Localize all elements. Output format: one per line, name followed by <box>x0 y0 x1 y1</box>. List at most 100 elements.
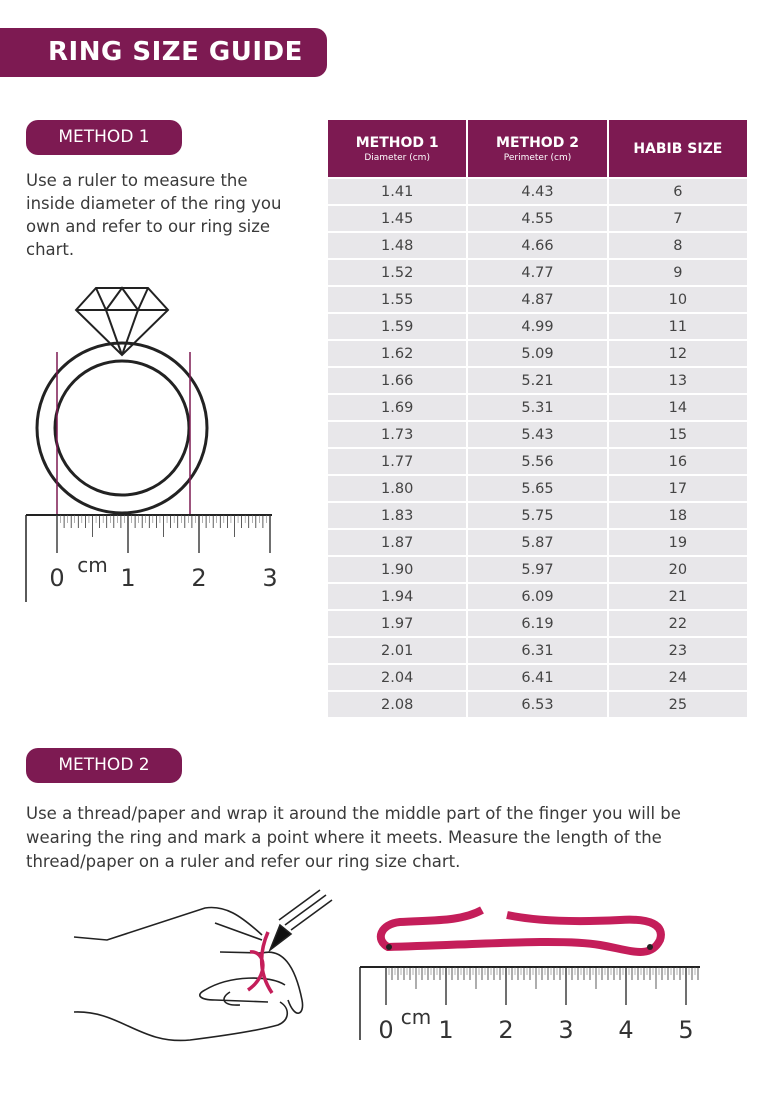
ruler-unit: cm <box>77 553 107 577</box>
size-cell: 10 <box>608 287 747 312</box>
thread-on-finger <box>246 931 274 994</box>
table-row: 1.66 5.21 13 <box>328 368 747 393</box>
table-row: 1.83 5.75 18 <box>328 503 747 528</box>
perimeter-cell: 5.65 <box>468 476 607 501</box>
ruler-label: 0 <box>49 564 64 592</box>
diamond-ring-illustration <box>35 286 209 515</box>
hand-with-thread-illustration <box>73 889 333 1042</box>
ruler-unit: cm <box>401 1005 431 1029</box>
size-cell: 17 <box>608 476 747 501</box>
diameter-cell: 1.97 <box>328 611 467 636</box>
perimeter-cell: 4.77 <box>468 260 607 285</box>
ruler-label: 4 <box>618 1016 633 1044</box>
size-cell: 12 <box>608 341 747 366</box>
method-2-instructions: Use a thread/paper and wrap it around th… <box>26 804 681 871</box>
diameter-cell: 2.08 <box>328 692 467 717</box>
ruler-label: 3 <box>558 1016 573 1044</box>
method-1-instructions: Use a ruler to measure the inside diamet… <box>26 171 282 259</box>
method-2-badge: METHOD 2 <box>26 748 182 783</box>
size-cell: 24 <box>608 665 747 690</box>
perimeter-cell: 5.87 <box>468 530 607 555</box>
perimeter-cell: 5.31 <box>468 395 607 420</box>
size-cell: 25 <box>608 692 747 717</box>
table-row: 1.90 5.97 20 <box>328 557 747 582</box>
size-cell: 14 <box>608 395 747 420</box>
diameter-cell: 1.73 <box>328 422 467 447</box>
table-row: 1.87 5.87 19 <box>328 530 747 555</box>
ruler-label: 1 <box>438 1016 453 1044</box>
table-row: 1.94 6.09 21 <box>328 584 747 609</box>
ruler-label: 0 <box>378 1016 393 1044</box>
ring-size-table: METHOD 1 Diameter (cm) METHOD 2 Perimeter … <box>326 118 749 719</box>
size-cell: 18 <box>608 503 747 528</box>
ruler-label: 3 <box>262 564 277 592</box>
page-title: RING SIZE GUIDE <box>0 28 327 77</box>
table-row: 2.08 6.53 25 <box>328 692 747 717</box>
diameter-cell: 1.48 <box>328 233 467 258</box>
table-row: 1.59 4.99 11 <box>328 314 747 339</box>
perimeter-cell: 5.21 <box>468 368 607 393</box>
size-cell: 20 <box>608 557 747 582</box>
header-method-1: METHOD 1 Diameter (cm) <box>328 120 467 177</box>
method-1-badge: METHOD 1 <box>26 120 182 155</box>
ruler-label: 5 <box>678 1016 693 1044</box>
table-row: 1.77 5.56 16 <box>328 449 747 474</box>
diameter-cell: 1.69 <box>328 395 467 420</box>
perimeter-cell: 5.56 <box>468 449 607 474</box>
diameter-cell: 1.90 <box>328 557 467 582</box>
table-row: 1.80 5.65 17 <box>328 476 747 501</box>
size-cell: 8 <box>608 233 747 258</box>
table-row: 1.48 4.66 8 <box>328 233 747 258</box>
header-method-2: METHOD 2 Perimeter (cm) <box>468 120 607 177</box>
perimeter-cell: 5.97 <box>468 557 607 582</box>
perimeter-cell: 5.75 <box>468 503 607 528</box>
table-row: 1.62 5.09 12 <box>328 341 747 366</box>
size-cell: 16 <box>608 449 747 474</box>
perimeter-cell: 6.19 <box>468 611 607 636</box>
perimeter-cell: 5.09 <box>468 341 607 366</box>
ruler-method-2: 0 1 2 3 4 5 cm <box>359 966 700 1044</box>
size-cell: 6 <box>608 179 747 204</box>
perimeter-cell: 4.99 <box>468 314 607 339</box>
size-cell: 9 <box>608 260 747 285</box>
diameter-cell: 2.04 <box>328 665 467 690</box>
thread-strip <box>376 906 665 956</box>
diameter-cell: 1.83 <box>328 503 467 528</box>
header-habib-size: HABIB SIZE <box>608 120 747 177</box>
table-row: 1.41 4.43 6 <box>328 179 747 204</box>
perimeter-cell: 4.87 <box>468 287 607 312</box>
perimeter-cell: 4.55 <box>468 206 607 231</box>
size-cell: 19 <box>608 530 747 555</box>
table-row: 1.73 5.43 15 <box>328 422 747 447</box>
table-row: 2.04 6.41 24 <box>328 665 747 690</box>
diameter-cell: 1.52 <box>328 260 467 285</box>
table-header: METHOD 1 Diameter (cm) METHOD 2 Perimeter … <box>328 120 747 177</box>
table-row: 1.45 4.55 7 <box>328 206 747 231</box>
perimeter-cell: 5.43 <box>468 422 607 447</box>
table-row: 2.01 6.31 23 <box>328 638 747 663</box>
diameter-cell: 1.41 <box>328 179 467 204</box>
ruler-label: 2 <box>498 1016 513 1044</box>
ruler-method-1: 0 1 2 3 cm <box>25 514 278 602</box>
diameter-cell: 1.80 <box>328 476 467 501</box>
table-row: 1.52 4.77 9 <box>328 260 747 285</box>
ruler-label: 1 <box>120 564 135 592</box>
perimeter-cell: 6.53 <box>468 692 607 717</box>
diameter-cell: 1.94 <box>328 584 467 609</box>
diameter-cell: 1.62 <box>328 341 467 366</box>
table-row: 1.55 4.87 10 <box>328 287 747 312</box>
perimeter-cell: 4.66 <box>468 233 607 258</box>
diameter-cell: 1.59 <box>328 314 467 339</box>
diameter-cell: 1.77 <box>328 449 467 474</box>
perimeter-cell: 6.09 <box>468 584 607 609</box>
diameter-cell: 1.87 <box>328 530 467 555</box>
perimeter-cell: 6.31 <box>468 638 607 663</box>
size-cell: 22 <box>608 611 747 636</box>
size-cell: 15 <box>608 422 747 447</box>
size-cell: 21 <box>608 584 747 609</box>
size-cell: 11 <box>608 314 747 339</box>
size-cell: 13 <box>608 368 747 393</box>
diameter-cell: 1.55 <box>328 287 467 312</box>
diameter-cell: 2.01 <box>328 638 467 663</box>
